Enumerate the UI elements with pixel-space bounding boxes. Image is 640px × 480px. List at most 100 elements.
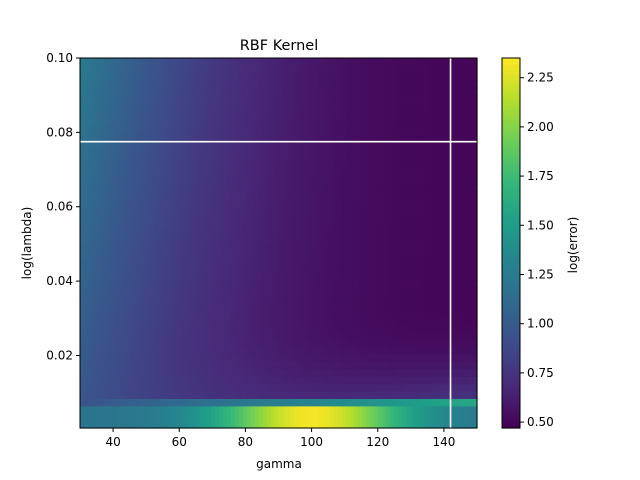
heatmap-cell	[203, 383, 208, 392]
heatmap-cell	[381, 317, 387, 325]
heatmap-cell	[353, 161, 359, 170]
heatmap-cell	[183, 176, 188, 185]
heatmap-cell	[135, 95, 141, 103]
heatmap-cell	[373, 72, 379, 81]
heatmap-cell	[465, 331, 470, 340]
heatmap-cell	[453, 368, 458, 377]
heatmap-cell	[103, 346, 109, 355]
heatmap-cell	[338, 250, 343, 259]
heatmap-cell	[298, 331, 303, 340]
heatmap-cell	[258, 139, 264, 148]
heatmap-cell	[155, 272, 160, 281]
heatmap-cell	[310, 183, 315, 192]
heatmap-cell	[449, 154, 454, 163]
heatmap-cell	[191, 132, 196, 140]
heatmap-cell	[385, 183, 391, 192]
heatmap-cell	[393, 309, 399, 318]
heatmap-cell	[345, 191, 351, 200]
heatmap-cell	[230, 391, 236, 399]
heatmap-cell	[151, 132, 157, 140]
heatmap-cell	[258, 317, 264, 325]
heatmap-cell	[203, 65, 208, 74]
heatmap-cell	[199, 317, 204, 325]
heatmap-cell	[211, 354, 216, 362]
heatmap-cell	[385, 272, 391, 281]
heatmap-cell	[441, 309, 446, 318]
heatmap-cell	[195, 80, 200, 89]
heatmap-cell	[163, 228, 168, 237]
heatmap-cell	[266, 413, 272, 422]
heatmap-cell	[369, 109, 375, 118]
heatmap-cell	[218, 235, 224, 244]
heatmap-cell	[111, 132, 117, 140]
heatmap-cell	[187, 294, 192, 303]
heatmap-cell	[278, 65, 284, 74]
heatmap-cell	[199, 95, 204, 103]
heatmap-cell	[195, 228, 200, 237]
heatmap-cell	[421, 95, 426, 103]
heatmap-cell	[207, 420, 212, 429]
heatmap-cell	[83, 102, 89, 111]
heatmap-cell	[461, 250, 466, 259]
heatmap-cell	[306, 391, 311, 399]
heatmap-cell	[278, 391, 284, 399]
heatmap-cell	[286, 324, 292, 333]
heatmap-cell	[270, 169, 276, 177]
heatmap-cell	[187, 220, 192, 229]
heatmap-cell	[127, 235, 133, 244]
heatmap-cell	[179, 280, 184, 288]
heatmap-cell	[373, 376, 379, 385]
heatmap-cell	[143, 243, 149, 251]
heatmap-cell	[207, 361, 212, 370]
heatmap-cell	[294, 132, 299, 140]
heatmap-cell	[262, 117, 268, 126]
heatmap-cell	[171, 198, 176, 207]
heatmap-cell	[238, 124, 244, 133]
heatmap-cell	[389, 176, 395, 185]
heatmap-cell	[131, 146, 137, 155]
heatmap-cell	[282, 280, 288, 288]
heatmap-cell	[203, 368, 208, 377]
heatmap-cell	[421, 109, 426, 118]
heatmap-cell	[214, 139, 220, 148]
heatmap-cell	[250, 146, 256, 155]
heatmap-cell	[195, 146, 200, 155]
heatmap-cell	[214, 405, 220, 414]
heatmap-cell	[143, 376, 149, 385]
heatmap-cell	[401, 80, 407, 89]
heatmap-cell	[421, 376, 426, 385]
heatmap-cell	[155, 317, 160, 325]
heatmap-cell	[409, 154, 415, 163]
heatmap-cell	[242, 250, 248, 259]
heatmap-cell	[119, 176, 125, 185]
heatmap-cell	[465, 368, 470, 377]
heatmap-cell	[87, 117, 93, 126]
heatmap-cell	[429, 72, 434, 81]
heatmap-cell	[163, 58, 168, 66]
heatmap-cell	[103, 243, 109, 251]
heatmap-cell	[330, 331, 335, 340]
heatmap-cell	[445, 72, 450, 81]
heatmap-cell	[318, 161, 323, 170]
heatmap-cell	[409, 109, 415, 118]
heatmap-cell	[238, 146, 244, 155]
heatmap-cell	[409, 280, 415, 288]
heatmap-cell	[107, 361, 113, 370]
heatmap-cell	[417, 287, 423, 296]
heatmap-cell	[234, 146, 240, 155]
heatmap-cell	[298, 287, 303, 296]
heatmap-cell	[409, 206, 415, 214]
heatmap-cell	[155, 132, 160, 140]
heatmap-cell	[365, 58, 371, 66]
heatmap-cell	[353, 169, 359, 177]
heatmap-cell	[238, 176, 244, 185]
heatmap-cell	[207, 391, 212, 399]
heatmap-cell	[171, 124, 176, 133]
heatmap-cell	[457, 146, 462, 155]
heatmap-cell	[453, 228, 458, 237]
heatmap-cell	[349, 132, 355, 140]
heatmap-cell	[357, 95, 363, 103]
heatmap-cell	[270, 65, 276, 74]
heatmap-cell	[234, 198, 240, 207]
heatmap-cell	[373, 206, 379, 214]
